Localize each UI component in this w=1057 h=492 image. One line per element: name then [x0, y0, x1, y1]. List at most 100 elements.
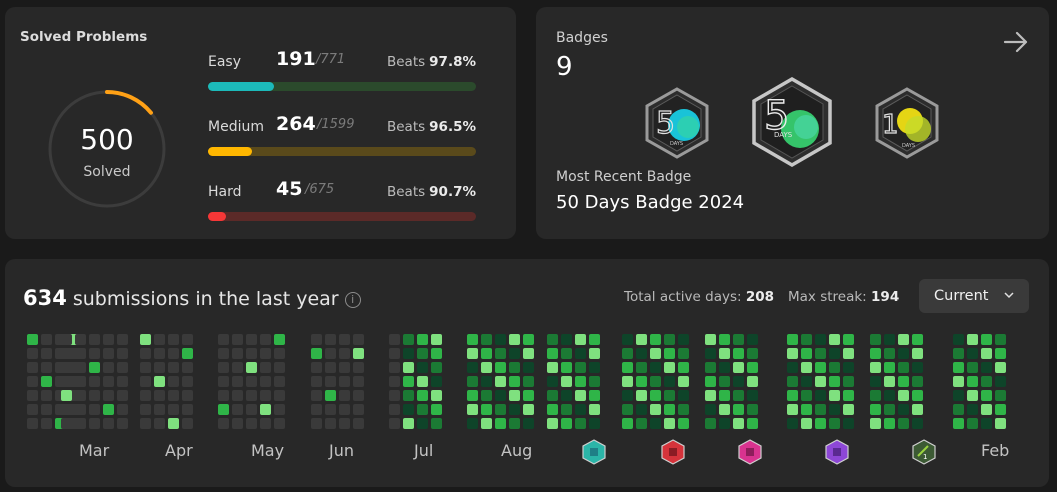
heatmap-cell[interactable] — [339, 348, 350, 359]
heatmap-cell[interactable] — [705, 418, 716, 429]
heatmap-cell[interactable] — [417, 362, 428, 373]
heatmap-cell[interactable] — [325, 418, 336, 429]
heatmap-cell[interactable] — [678, 334, 689, 345]
heatmap-cell[interactable] — [843, 418, 854, 429]
monthly-badge-green-icon[interactable]: 1 — [911, 439, 937, 465]
heatmap-cell[interactable] — [815, 376, 826, 387]
heatmap-cell[interactable] — [89, 418, 100, 429]
heatmap-cell[interactable] — [467, 376, 478, 387]
heatmap-cell[interactable] — [898, 362, 909, 373]
heatmap-cell[interactable] — [509, 376, 520, 387]
heatmap-cell[interactable] — [495, 376, 506, 387]
heatmap-cell[interactable] — [953, 404, 964, 415]
heatmap-cell[interactable] — [509, 348, 520, 359]
badge-100-days-yellow-icon[interactable]: 1 DAYS — [874, 87, 940, 159]
heatmap-cell[interactable] — [547, 348, 558, 359]
heatmap-cell[interactable] — [678, 404, 689, 415]
heatmap-cell[interactable] — [403, 348, 414, 359]
heatmap-cell[interactable] — [467, 348, 478, 359]
heatmap-cell[interactable] — [953, 334, 964, 345]
heatmap-cell[interactable] — [650, 348, 661, 359]
heatmap-cell[interactable] — [622, 404, 633, 415]
heatmap-cell[interactable] — [61, 376, 72, 387]
heatmap-cell[interactable] — [981, 404, 992, 415]
heatmap-cell[interactable] — [523, 362, 534, 373]
heatmap-cell[interactable] — [547, 390, 558, 401]
heatmap-cell[interactable] — [168, 404, 179, 415]
heatmap-cell[interactable] — [829, 362, 840, 373]
heatmap-cell[interactable] — [622, 376, 633, 387]
heatmap-cell[interactable] — [168, 348, 179, 359]
heatmap-cell[interactable] — [664, 362, 675, 373]
heatmap-cell[interactable] — [843, 390, 854, 401]
heatmap-cell[interactable] — [274, 390, 285, 401]
heatmap-cell[interactable] — [495, 390, 506, 401]
heatmap-cell[interactable] — [182, 404, 193, 415]
heatmap-cell[interactable] — [353, 390, 364, 401]
heatmap-cell[interactable] — [898, 404, 909, 415]
heatmap-cell[interactable] — [260, 348, 271, 359]
heatmap-cell[interactable] — [650, 376, 661, 387]
heatmap-cell[interactable] — [719, 348, 730, 359]
heatmap-cell[interactable] — [912, 418, 923, 429]
heatmap-cell[interactable] — [509, 404, 520, 415]
heatmap-cell[interactable] — [678, 418, 689, 429]
heatmap-cell[interactable] — [117, 390, 128, 401]
heatmap-cell[interactable] — [61, 404, 72, 415]
heatmap-cell[interactable] — [311, 334, 322, 345]
heatmap-cell[interactable] — [232, 418, 243, 429]
heatmap-cell[interactable] — [995, 348, 1006, 359]
heatmap-cell[interactable] — [884, 418, 895, 429]
heatmap-cell[interactable] — [589, 376, 600, 387]
heatmap-cell[interactable] — [325, 362, 336, 373]
heatmap-cell[interactable] — [995, 334, 1006, 345]
heatmap-cell[interactable] — [967, 376, 978, 387]
heatmap-cell[interactable] — [274, 404, 285, 415]
heatmap-cell[interactable] — [575, 362, 586, 373]
heatmap-cell[interactable] — [870, 362, 881, 373]
heatmap-cell[interactable] — [719, 376, 730, 387]
heatmap-cell[interactable] — [481, 376, 492, 387]
heatmap-cell[interactable] — [75, 334, 86, 345]
heatmap-cell[interactable] — [61, 348, 72, 359]
heatmap-cell[interactable] — [89, 348, 100, 359]
heatmap-cell[interactable] — [246, 404, 257, 415]
heatmap-cell[interactable] — [417, 348, 428, 359]
heatmap-cell[interactable] — [403, 376, 414, 387]
heatmap-cell[interactable] — [747, 390, 758, 401]
heatmap-cell[interactable] — [829, 418, 840, 429]
heatmap-cell[interactable] — [547, 418, 558, 429]
heatmap-cell[interactable] — [140, 376, 151, 387]
heatmap-cell[interactable] — [246, 418, 257, 429]
heatmap-cell[interactable] — [843, 404, 854, 415]
heatmap-cell[interactable] — [103, 418, 114, 429]
heatmap-cell[interactable] — [787, 390, 798, 401]
heatmap-cell[interactable] — [182, 334, 193, 345]
heatmap-cell[interactable] — [89, 362, 100, 373]
heatmap-cell[interactable] — [467, 404, 478, 415]
heatmap-cell[interactable] — [41, 334, 52, 345]
heatmap-cell[interactable] — [801, 376, 812, 387]
heatmap-cell[interactable] — [787, 418, 798, 429]
heatmap-cell[interactable] — [815, 362, 826, 373]
heatmap-cell[interactable] — [75, 404, 86, 415]
heatmap-cell[interactable] — [260, 404, 271, 415]
heatmap-cell[interactable] — [575, 390, 586, 401]
heatmap-cell[interactable] — [218, 390, 229, 401]
heatmap-cell[interactable] — [353, 334, 364, 345]
heatmap-cell[interactable] — [636, 348, 647, 359]
heatmap-cell[interactable] — [650, 390, 661, 401]
heatmap-cell[interactable] — [467, 390, 478, 401]
heatmap-cell[interactable] — [787, 348, 798, 359]
heatmap-cell[interactable] — [801, 390, 812, 401]
heatmap-cell[interactable] — [431, 348, 442, 359]
heatmap-cell[interactable] — [260, 376, 271, 387]
heatmap-cell[interactable] — [747, 334, 758, 345]
heatmap-cell[interactable] — [815, 334, 826, 345]
heatmap-cell[interactable] — [995, 362, 1006, 373]
heatmap-cell[interactable] — [636, 334, 647, 345]
heatmap-cell[interactable] — [403, 334, 414, 345]
heatmap-cell[interactable] — [325, 390, 336, 401]
heatmap-cell[interactable] — [260, 362, 271, 373]
heatmap-cell[interactable] — [140, 334, 151, 345]
